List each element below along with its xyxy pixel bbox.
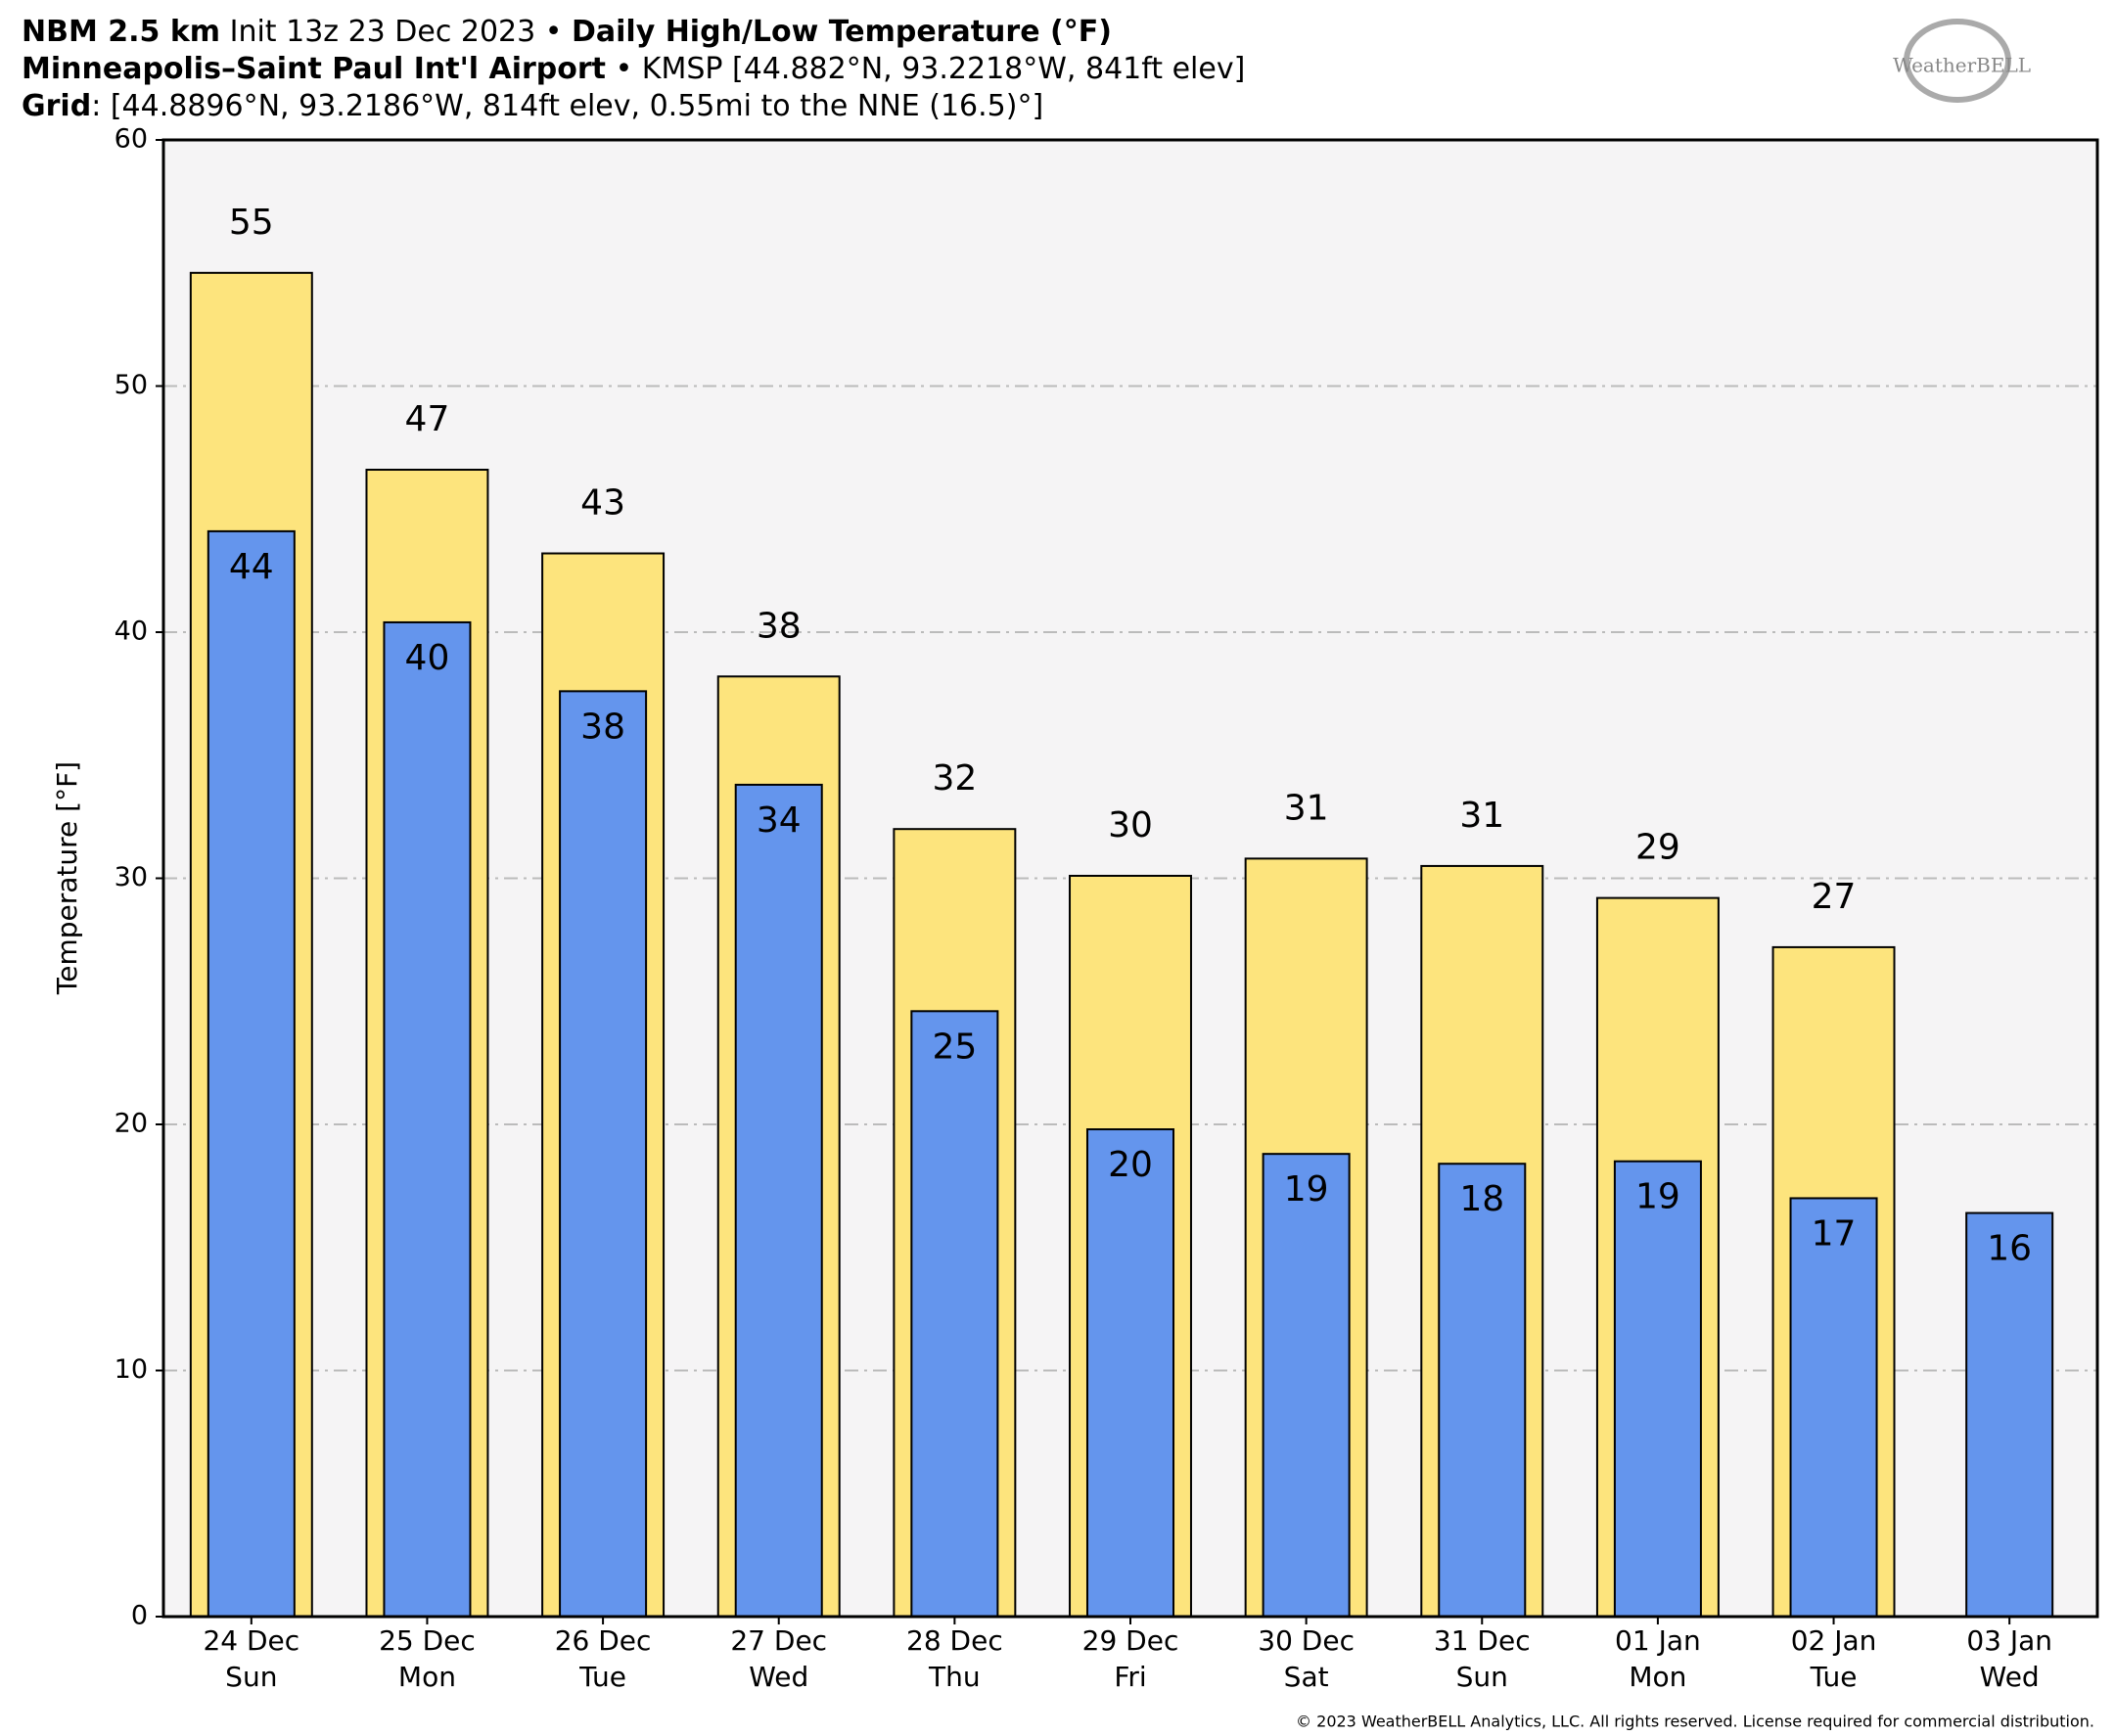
value-label: 38 (580, 707, 625, 747)
value-label: 31 (1284, 788, 1329, 828)
x-tick-label: Tue (578, 1661, 626, 1693)
x-tick-label: Tue (1810, 1661, 1858, 1693)
bar (1085, 1128, 1175, 1619)
value-label: 17 (1812, 1213, 1857, 1254)
y-tick-label: 10 (115, 1354, 148, 1385)
header-line: NBM 2.5 km Init 13z 23 Dec 2023 • Daily … (22, 15, 1112, 49)
value-label: 18 (1459, 1179, 1504, 1219)
value-label: 31 (1459, 796, 1504, 836)
header-segment: Init 13z 23 Dec 2023 • (220, 15, 572, 49)
plot-frame (161, 138, 2099, 1619)
x-tick-label: Thu (928, 1661, 981, 1693)
bar (383, 620, 472, 1618)
header-segment: Daily High/Low Temperature (°F) (572, 15, 1112, 49)
bar (559, 690, 648, 1618)
header-segment: Grid (22, 89, 91, 123)
value-label: 16 (1987, 1229, 2032, 1269)
y-tick-label: 30 (115, 862, 148, 892)
bar (1438, 1163, 1527, 1618)
bar (910, 1010, 999, 1619)
value-label: 43 (580, 483, 625, 524)
x-tick-label: 26 Dec (555, 1624, 652, 1657)
y-tick-label: 60 (115, 124, 148, 155)
y-tick-label: 20 (115, 1109, 148, 1139)
value-label: 32 (932, 758, 977, 799)
bar (1789, 1197, 1878, 1618)
value-label: 25 (932, 1027, 977, 1067)
value-label: 38 (757, 606, 802, 646)
header-line: Grid: [44.8896°N, 93.2186°W, 814ft elev,… (22, 89, 1043, 123)
bar (1613, 1160, 1702, 1618)
x-tick-label: Mon (398, 1661, 456, 1693)
value-label: 19 (1635, 1177, 1680, 1217)
y-tick-label: 40 (115, 617, 148, 647)
y-axis-label: Temperature [°F] (51, 761, 83, 995)
header-segment: : [44.8896°N, 93.2186°W, 814ft elev, 0.5… (91, 89, 1043, 123)
copyright: © 2023 WeatherBELL Analytics, LLC. All r… (1296, 1713, 2094, 1731)
x-tick-label: 28 Dec (906, 1624, 1003, 1657)
x-tick-label: 24 Dec (203, 1624, 299, 1657)
x-tick-label: 30 Dec (1258, 1624, 1355, 1657)
value-label: 47 (405, 399, 450, 439)
x-tick-label: 25 Dec (379, 1624, 476, 1657)
logo: WeatherBELL (1893, 19, 2031, 103)
value-label: 40 (405, 638, 450, 678)
y-tick-label: 0 (131, 1601, 148, 1631)
bar (207, 529, 296, 1618)
x-tick-label: Sat (1284, 1661, 1329, 1693)
x-tick-label: 27 Dec (730, 1624, 827, 1657)
x-tick-label: Sun (1456, 1661, 1508, 1693)
header-segment: Minneapolis–Saint Paul Int'l Airport (22, 52, 606, 86)
x-tick-label: Wed (1980, 1661, 2040, 1693)
value-label: 44 (229, 547, 274, 587)
value-label: 30 (1108, 805, 1153, 845)
x-tick-label: 29 Dec (1082, 1624, 1179, 1657)
x-tick-label: 03 Jan (1966, 1624, 2052, 1657)
header-segment: • KMSP [44.882°N, 93.2218°W, 841ft elev] (606, 52, 1245, 86)
x-tick-label: 02 Jan (1791, 1624, 1877, 1657)
x-tick-label: 31 Dec (1434, 1624, 1531, 1657)
header-line: Minneapolis–Saint Paul Int'l Airport • K… (22, 52, 1245, 86)
x-tick-label: Fri (1114, 1661, 1146, 1693)
value-label: 29 (1635, 828, 1680, 868)
value-label: 20 (1108, 1145, 1153, 1185)
logo-swirl (1904, 19, 2011, 103)
logo-text: WeatherBELL (1893, 54, 2031, 77)
x-tick-label: Wed (749, 1661, 808, 1693)
value-label: 19 (1284, 1169, 1329, 1210)
bar (1262, 1153, 1351, 1619)
x-tick-label: Sun (225, 1661, 277, 1693)
value-label: 27 (1812, 877, 1857, 917)
x-tick-label: Mon (1629, 1661, 1686, 1693)
y-tick-label: 50 (115, 370, 148, 400)
bar (734, 783, 823, 1618)
bar (1965, 1211, 2054, 1619)
value-label: 55 (229, 203, 274, 243)
header-segment: NBM 2.5 km (22, 15, 220, 49)
x-tick-label: 01 Jan (1615, 1624, 1701, 1657)
value-label: 34 (757, 800, 802, 841)
